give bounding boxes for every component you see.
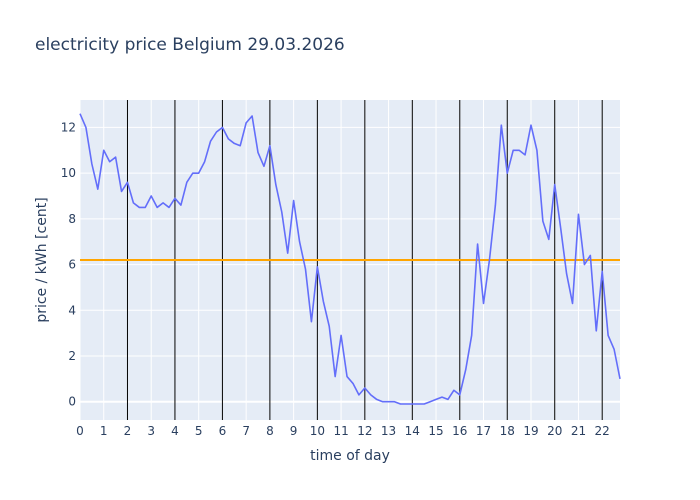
x-tick-label: 13	[381, 424, 396, 438]
x-tick-label: 10	[310, 424, 325, 438]
x-axis-ticks: 0 1 2 3 4 5 6 7 8 9 10 11 12 13 14 15 16 17 18 19 20 21 22	[76, 424, 610, 438]
x-tick-label: 16	[452, 424, 467, 438]
x-tick-label: 11	[333, 424, 348, 438]
x-tick-label: 4	[171, 424, 179, 438]
x-tick-label: 17	[476, 424, 491, 438]
chart-title: electricity price Belgium 29.03.2026	[35, 35, 345, 55]
y-axis-ticks: 0 2 4 6 8 10 12	[61, 120, 76, 408]
x-tick-label: 12	[357, 424, 372, 438]
y-tick-label: 8	[68, 212, 76, 226]
x-tick-label: 1	[100, 424, 108, 438]
y-tick-label: 6	[68, 258, 76, 272]
x-tick-label: 0	[76, 424, 84, 438]
x-tick-label: 2	[124, 424, 132, 438]
x-tick-label: 21	[571, 424, 586, 438]
x-tick-label: 8	[266, 424, 274, 438]
y-tick-label: 12	[61, 120, 76, 134]
x-tick-label: 9	[290, 424, 298, 438]
y-tick-label: 10	[61, 166, 76, 180]
x-tick-label: 15	[428, 424, 443, 438]
series-layer	[79, 113, 621, 405]
x-tick-label: 22	[595, 424, 610, 438]
x-tick-label: 6	[219, 424, 227, 438]
x-tick-label: 20	[547, 424, 562, 438]
x-tick-label: 3	[147, 424, 155, 438]
y-tick-label: 2	[68, 349, 76, 363]
x-tick-label: 14	[405, 424, 420, 438]
y-tick-label: 4	[68, 303, 76, 317]
y-tick-label: 0	[68, 395, 76, 409]
y-axis-title: price / kWh [cent]	[34, 197, 50, 322]
x-tick-label: 7	[242, 424, 250, 438]
x-tick-label: 18	[500, 424, 515, 438]
x-tick-label: 5	[195, 424, 203, 438]
price-series-line	[79, 113, 621, 405]
x-axis-title: time of day	[310, 448, 390, 464]
x-tick-label: 19	[523, 424, 538, 438]
